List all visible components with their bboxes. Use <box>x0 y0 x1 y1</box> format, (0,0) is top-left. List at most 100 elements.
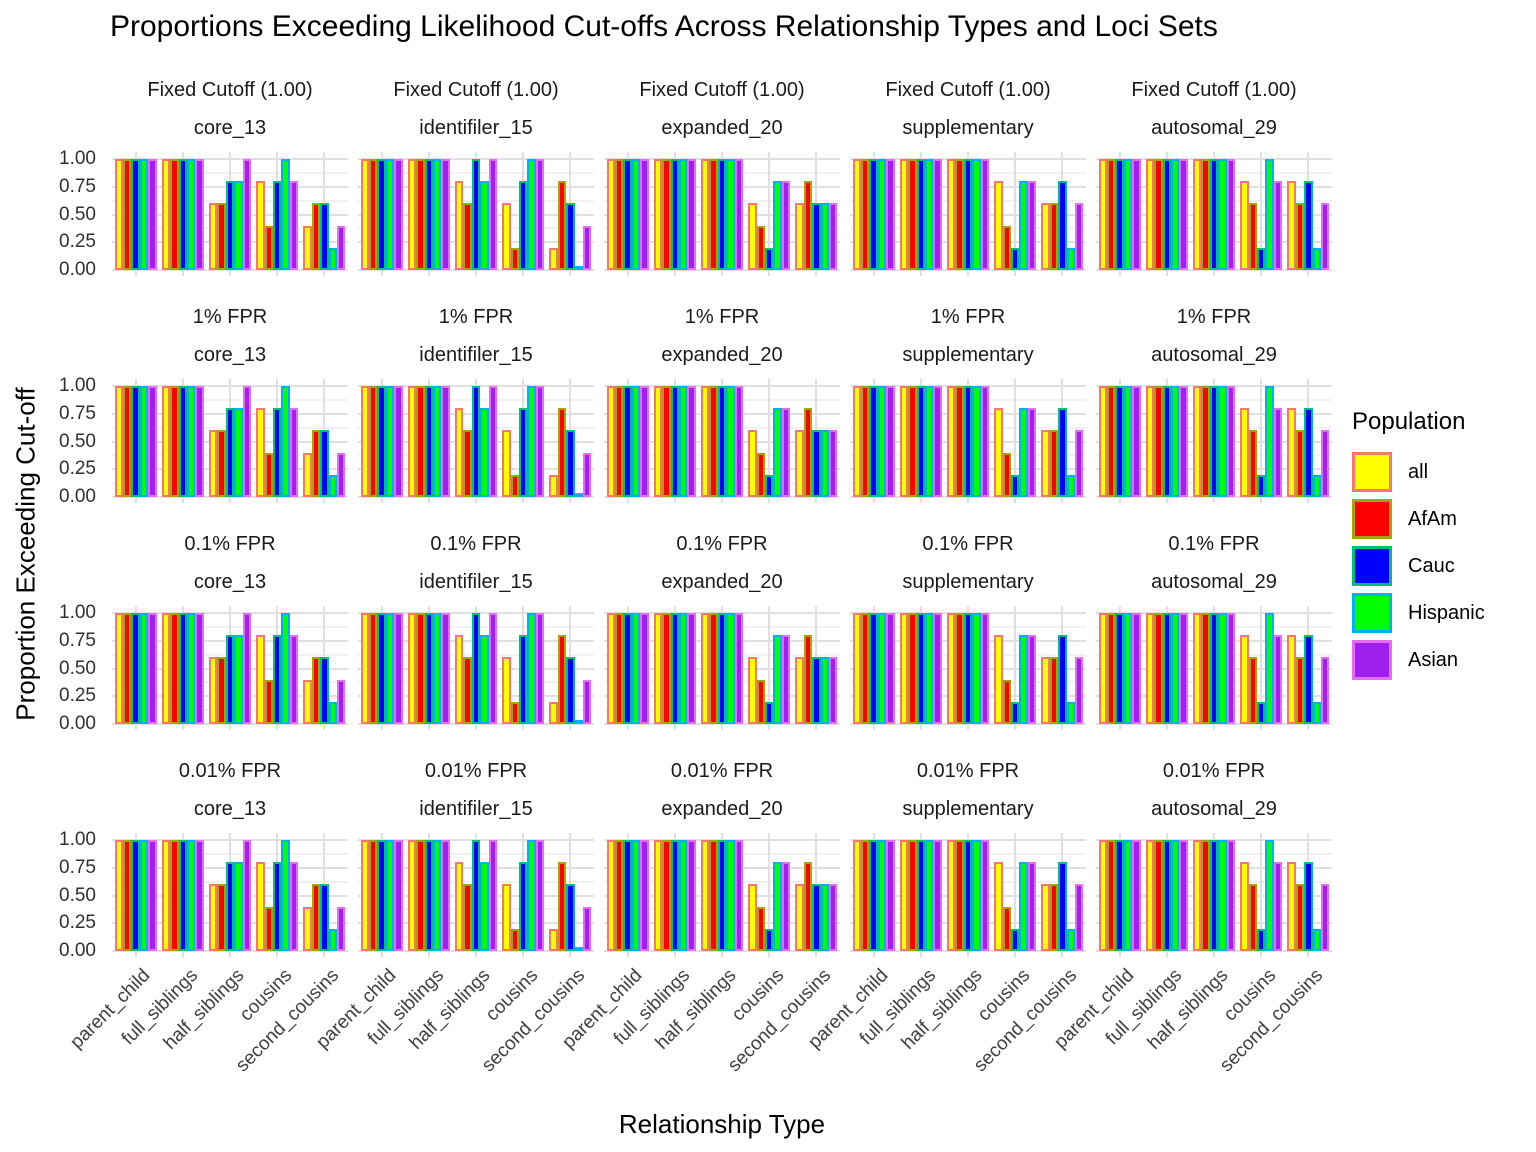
facet-strip-cutoff: Fixed Cutoff (1.00) <box>639 79 805 101</box>
bar-Hispanic <box>385 840 395 951</box>
bar-Hispanic <box>820 884 829 951</box>
bar-Hispanic <box>433 840 442 951</box>
bar-Asian <box>640 159 649 270</box>
bar-Cauc <box>717 840 727 951</box>
y-tick-label: 0.25 <box>59 685 96 707</box>
bar-Asian <box>1027 181 1037 270</box>
y-axis-ticks: 1.00 0.75 0.50 0.25 0.00 <box>0 602 102 734</box>
panel-plot-area <box>1096 152 1332 276</box>
bar-Asian <box>148 613 157 724</box>
bar-AfAm <box>756 679 765 724</box>
bar-Asian <box>640 613 649 724</box>
bar-all <box>1193 840 1202 951</box>
bar-Hispanic <box>328 928 337 951</box>
bar-AfAm <box>217 884 226 951</box>
bar-all <box>795 657 804 724</box>
bar-Asian <box>886 159 895 270</box>
bar-Asian <box>734 386 743 497</box>
y-tick-label: 1.00 <box>59 829 96 850</box>
bar-Asian <box>1179 159 1188 270</box>
bar-Cauc <box>320 657 329 724</box>
bar-Cauc <box>670 159 679 270</box>
facet-panel: 0.1% FPR identifiler_15 <box>358 526 594 730</box>
bar-AfAm <box>311 884 321 951</box>
legend-item-label: all <box>1408 460 1429 483</box>
bar-all <box>994 635 1003 724</box>
bar-all <box>852 386 861 497</box>
bar-Asian <box>289 862 299 951</box>
bar-AfAm <box>662 159 671 270</box>
bar-Asian <box>829 430 838 497</box>
bar-AfAm <box>369 386 378 497</box>
gridline-vertical <box>768 833 771 957</box>
bar-Cauc <box>178 159 187 270</box>
bar-AfAm <box>1295 657 1305 724</box>
bar-Hispanic <box>1123 386 1133 497</box>
bar-all <box>1041 430 1050 497</box>
bar-Hispanic <box>726 159 735 270</box>
bar-Hispanic <box>631 840 641 951</box>
y-axis-ticks: 1.00 0.75 0.50 0.25 0.00 <box>0 829 102 961</box>
bar-Hispanic <box>281 613 290 724</box>
bar-Asian <box>980 386 989 497</box>
bar-AfAm <box>861 613 870 724</box>
bar-Asian <box>687 613 696 724</box>
bar-Cauc <box>273 408 282 497</box>
bar-Cauc <box>566 884 575 951</box>
facet-strip-cutoff: 1% FPR <box>192 306 268 328</box>
bar-all <box>1193 613 1202 724</box>
facet-row: 1.00 0.75 0.50 0.25 0.00 Fixed Cutoff (1.00) c… <box>0 72 1536 280</box>
bar-AfAm <box>264 225 273 270</box>
bar-Hispanic <box>1019 181 1028 270</box>
bar-Hispanic <box>187 613 196 724</box>
bar-Asian <box>1226 386 1235 497</box>
bar-all <box>1041 657 1050 724</box>
y-tick-label: 0.50 <box>59 884 96 906</box>
bar-Asian <box>1179 840 1188 951</box>
bar-Cauc <box>812 657 821 724</box>
bar-Cauc <box>471 840 481 951</box>
bar-Cauc <box>765 474 774 497</box>
y-axis-title: Proportion Exceeding Cut-off <box>10 387 41 721</box>
bar-Cauc <box>1257 247 1266 270</box>
bar-all <box>606 613 615 724</box>
bar-Cauc <box>519 408 528 497</box>
bar-all <box>701 840 710 951</box>
bar-Asian <box>781 181 791 270</box>
bar-all <box>852 840 861 951</box>
legend-item: Cauc <box>1352 546 1485 586</box>
bar-all <box>1041 884 1050 951</box>
bar-Asian <box>886 840 895 951</box>
bar-all <box>360 159 369 270</box>
facet-panel: Fixed Cutoff (1.00) autosomal_29 <box>1096 72 1332 276</box>
bar-Hispanic <box>1218 386 1227 497</box>
panel-plot-area <box>604 379 840 503</box>
bar-Hispanic <box>1171 159 1180 270</box>
bar-Cauc <box>963 159 973 270</box>
bar-Asian <box>337 225 346 270</box>
facet-strip-cutoff: 1% FPR <box>1176 306 1252 328</box>
facet-strip-cutoff: 0.01% FPR <box>670 760 774 782</box>
bar-AfAm <box>1248 430 1257 497</box>
bar-Hispanic <box>574 266 583 270</box>
facet-row: 1.00 0.75 0.50 0.25 0.00 1% FPR core_13 1% FPR i… <box>0 299 1536 507</box>
bar-Cauc <box>869 840 878 951</box>
bar-AfAm <box>1201 613 1210 724</box>
bar-AfAm <box>709 613 718 724</box>
bar-all <box>1145 840 1155 951</box>
bar-Hispanic <box>574 493 583 497</box>
bar-AfAm <box>264 452 273 497</box>
facet-panel: 0.1% FPR supplementary <box>850 526 1086 730</box>
bar-Asian <box>1075 884 1084 951</box>
gridline-vertical <box>768 379 771 503</box>
bar-Hispanic <box>1171 840 1180 951</box>
facet-strip-loci: supplementary <box>902 798 1034 820</box>
bar-AfAm <box>1049 657 1059 724</box>
facet-panel: 0.01% FPR expanded_20 <box>604 753 840 957</box>
bar-all <box>209 430 218 497</box>
bar-Cauc <box>131 159 140 270</box>
bar-Hispanic <box>139 613 149 724</box>
bar-Cauc <box>963 613 973 724</box>
bar-Asian <box>148 159 157 270</box>
bar-Cauc <box>1115 386 1124 497</box>
